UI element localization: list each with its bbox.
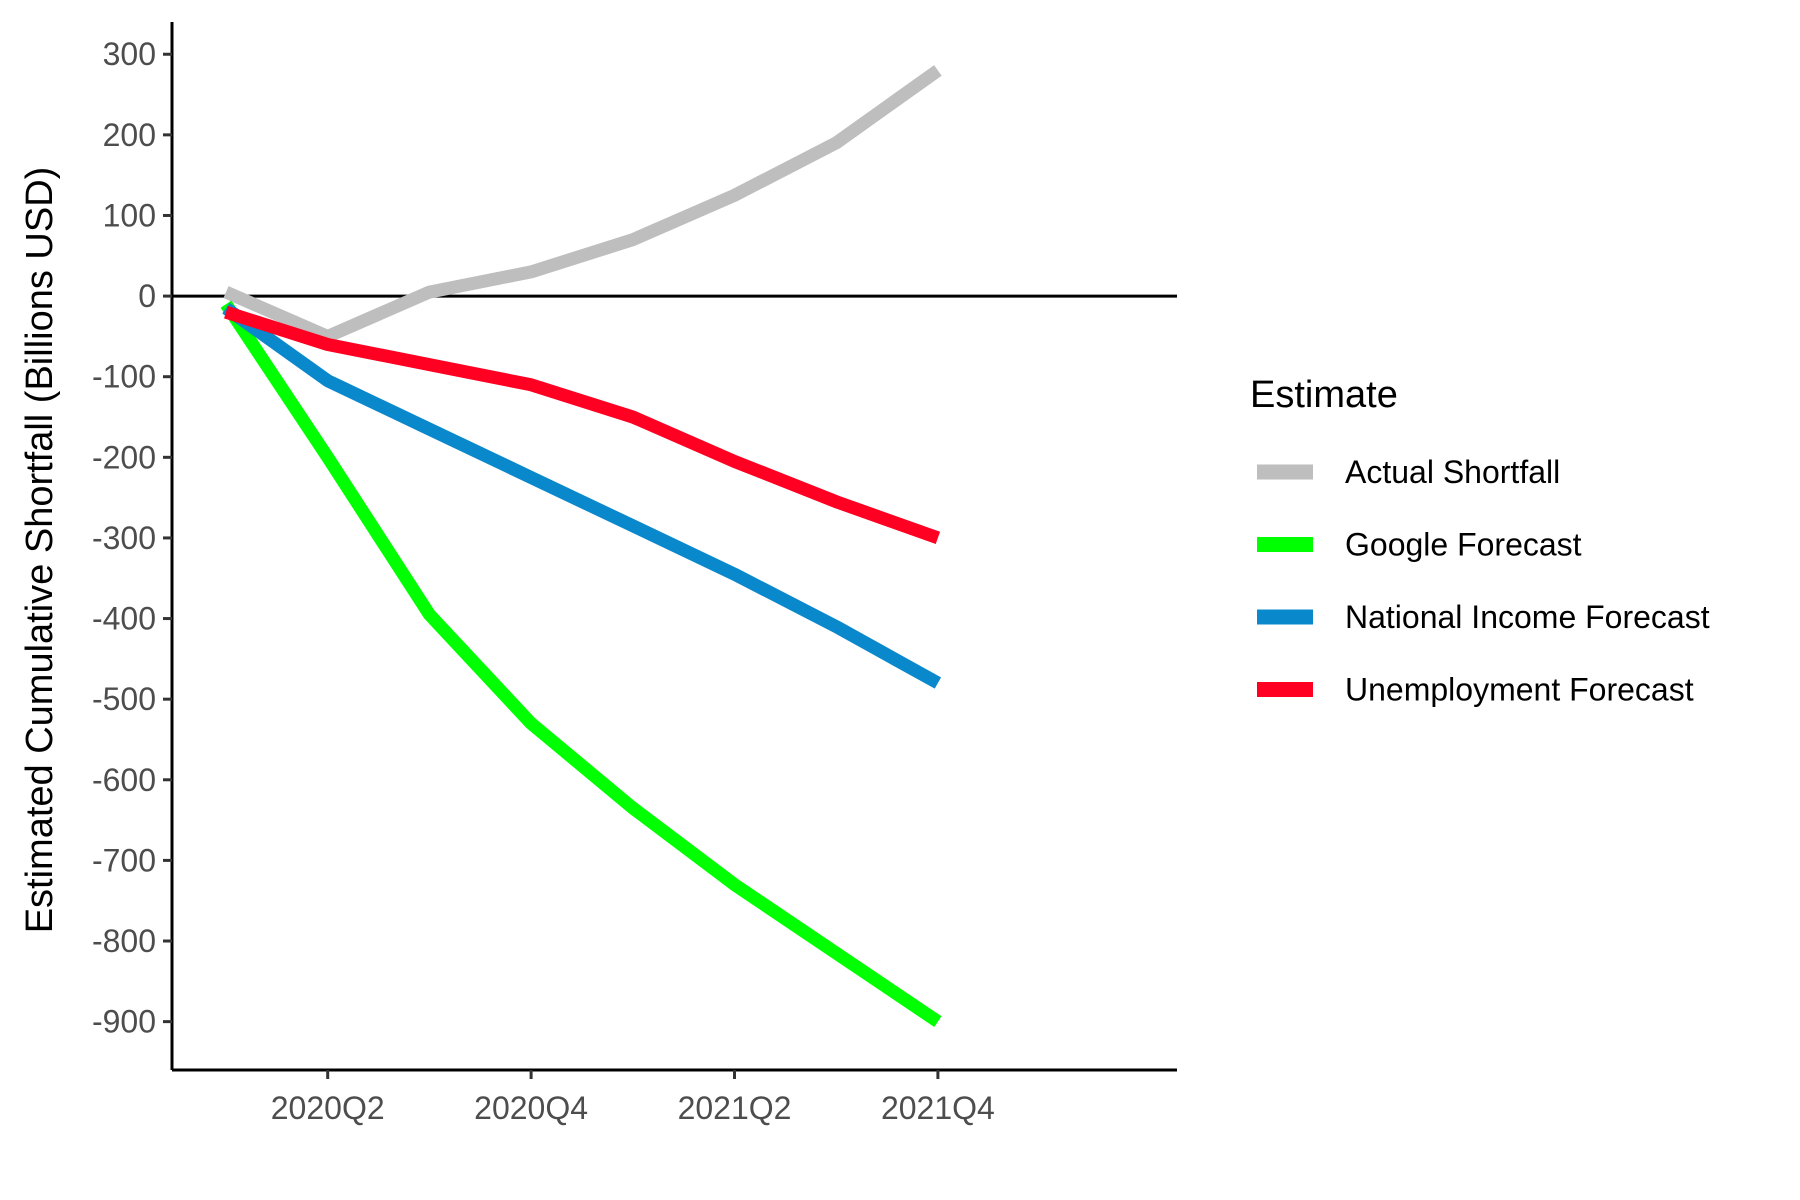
legend-label-actual-shortfall: Actual Shortfall bbox=[1345, 454, 1560, 490]
legend-title: Estimate bbox=[1250, 374, 1398, 416]
y-tick-label: -800 bbox=[92, 923, 156, 959]
y-axis-title: Estimated Cumulative Shortfall (Billions… bbox=[19, 167, 61, 934]
y-tick-label: -200 bbox=[92, 439, 156, 475]
y-tick-label: -700 bbox=[92, 842, 156, 878]
y-tick-label: -500 bbox=[92, 681, 156, 717]
y-tick-label: 100 bbox=[103, 197, 156, 233]
axes: 300 200 100 0 -100 -200 -300 -400 -500 -600 -700 -8… bbox=[92, 22, 1177, 1126]
series-line-national-income-forecast bbox=[222, 302, 942, 689]
y-tick-label: 200 bbox=[103, 117, 156, 153]
legend-label-unemployment-forecast: Unemployment Forecast bbox=[1345, 672, 1694, 708]
x-tick-label: 2020Q4 bbox=[474, 1090, 588, 1126]
x-tick-label: 2020Q2 bbox=[271, 1090, 385, 1126]
x-tick-label: 2021Q4 bbox=[881, 1090, 995, 1126]
legend-label-national-income-forecast: National Income Forecast bbox=[1345, 599, 1710, 635]
series-line-unemployment-forecast bbox=[224, 306, 941, 545]
series-line-google-forecast bbox=[220, 300, 942, 1027]
y-tick-label: 300 bbox=[103, 36, 156, 72]
y-tick-label: -100 bbox=[92, 359, 156, 395]
series-layer bbox=[220, 65, 942, 1027]
legend-label-google-forecast: Google Forecast bbox=[1345, 527, 1582, 563]
x-tick-label: 2021Q2 bbox=[678, 1090, 792, 1126]
series-line-actual-shortfall bbox=[223, 65, 942, 343]
y-tick-label: -400 bbox=[92, 601, 156, 637]
y-tick-label: -900 bbox=[92, 1004, 156, 1040]
y-tick-label: 0 bbox=[138, 278, 156, 314]
legend: Estimate Actual Shortfall Google Forecast N… bbox=[1250, 374, 1710, 708]
y-tick-label: -300 bbox=[92, 520, 156, 556]
y-tick-label: -600 bbox=[92, 762, 156, 798]
